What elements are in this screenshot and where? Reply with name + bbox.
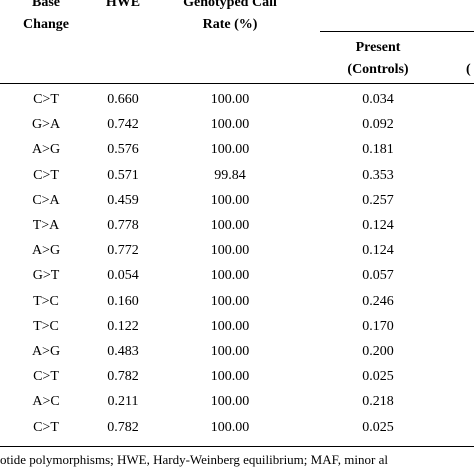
header-rate-line2: Rate (%) [202, 17, 258, 32]
header-base-change: Base Change [10, 0, 82, 36]
present-controls-cell: 0.092 [362, 117, 394, 133]
present-controls-cell: 0.246 [362, 293, 394, 309]
call-rate-cell: 100.00 [210, 142, 250, 158]
header-cut-off-column: ( [466, 62, 471, 77]
hwe-cell: 0.122 [107, 318, 139, 334]
call-rate-cell: 100.00 [210, 419, 250, 435]
table-row: C>A 0.459 100.00 0.257 [0, 188, 474, 213]
base-change-cell: C>T [33, 167, 59, 183]
base-change-cell: A>C [32, 394, 60, 410]
call-rate-cell: 100.00 [210, 268, 250, 284]
base-change-cell: A>G [31, 243, 61, 259]
hwe-cell: 0.576 [107, 142, 139, 158]
header-base-line1: Base [32, 0, 60, 10]
header-rate-line1: Genotyped Call [183, 0, 277, 10]
header-present-line1: Present [355, 40, 401, 55]
table-row: C>T 0.782 100.00 0.025 [0, 364, 474, 389]
hwe-cell: 0.459 [107, 192, 139, 208]
header-hwe-label: HWE [105, 0, 141, 10]
table-row: G>A 0.742 100.00 0.092 [0, 112, 474, 137]
present-controls-cell: 0.257 [362, 192, 394, 208]
hwe-cell: 0.211 [107, 394, 139, 410]
table-row: A>G 0.772 100.00 0.124 [0, 238, 474, 263]
present-controls-cell: 0.353 [362, 167, 394, 183]
header-base-line2: Change [23, 17, 69, 32]
table-row: C>T 0.660 100.00 0.034 [0, 87, 474, 112]
call-rate-cell: 99.84 [214, 167, 246, 183]
hwe-cell: 0.054 [107, 268, 139, 284]
present-controls-cell: 0.200 [362, 344, 394, 359]
hwe-cell: 0.660 [107, 92, 139, 107]
present-controls-cell: 0.124 [362, 243, 394, 259]
present-controls-cell: 0.025 [362, 369, 394, 385]
call-rate-cell: 100.00 [210, 92, 250, 107]
present-controls-cell: 0.034 [362, 92, 394, 107]
table-row: G>T 0.054 100.00 0.057 [0, 263, 474, 288]
table-row: A>G 0.576 100.00 0.181 [0, 137, 474, 162]
header-present-line2: (Controls) [347, 62, 409, 77]
table-row: T>C 0.122 100.00 0.170 [0, 314, 474, 339]
table-row: T>C 0.160 100.00 0.246 [0, 289, 474, 314]
base-change-cell: C>T [33, 92, 59, 107]
header-bottom-rule [0, 83, 474, 84]
base-change-cell: G>A [31, 117, 61, 133]
hwe-cell: 0.483 [107, 344, 139, 359]
hwe-cell: 0.160 [107, 293, 139, 309]
present-controls-cell: 0.124 [362, 218, 394, 233]
table-bottom-rule [0, 446, 474, 447]
header-call-rate: Genotyped Call Rate (%) [160, 0, 300, 36]
hwe-cell: 0.742 [107, 117, 139, 133]
group-header-rule [320, 31, 474, 32]
call-rate-cell: 100.00 [210, 117, 250, 133]
hwe-cell: 0.782 [107, 369, 139, 385]
call-rate-cell: 100.00 [210, 243, 250, 259]
present-controls-cell: 0.181 [362, 142, 394, 158]
call-rate-cell: 100.00 [210, 344, 250, 359]
table-row: T>A 0.778 100.00 0.124 [0, 213, 474, 238]
present-controls-cell: 0.218 [362, 394, 394, 410]
table-footnote: otide polymorphisms; HWE, Hardy-Weinberg… [0, 452, 388, 467]
base-change-cell: C>T [33, 369, 59, 385]
hwe-cell: 0.571 [107, 167, 139, 183]
table-row: A>C 0.211 100.00 0.218 [0, 389, 474, 414]
call-rate-cell: 100.00 [210, 293, 250, 309]
table-row: A>G 0.483 100.00 0.200 [0, 339, 474, 364]
table-row: C>T 0.782 100.00 0.025 [0, 415, 474, 440]
table-row: C>T 0.571 99.84 0.353 [0, 163, 474, 188]
base-change-cell: C>T [33, 419, 59, 435]
call-rate-cell: 100.00 [210, 369, 250, 385]
present-controls-cell: 0.170 [362, 318, 394, 334]
base-change-cell: A>G [31, 142, 61, 158]
base-change-cell: A>G [31, 344, 61, 359]
present-controls-cell: 0.025 [362, 419, 394, 435]
hwe-cell: 0.778 [107, 218, 139, 233]
call-rate-cell: 100.00 [210, 318, 250, 334]
header-present: Present (Controls) [316, 37, 440, 81]
base-change-cell: T>C [33, 293, 59, 309]
base-change-cell: T>A [32, 218, 60, 233]
call-rate-cell: 100.00 [210, 394, 250, 410]
hwe-cell: 0.782 [107, 419, 139, 435]
base-change-cell: G>T [32, 268, 60, 284]
present-controls-cell: 0.057 [362, 268, 394, 284]
base-change-cell: C>A [32, 192, 60, 208]
call-rate-cell: 100.00 [210, 218, 250, 233]
hwe-cell: 0.772 [107, 243, 139, 259]
call-rate-cell: 100.00 [210, 192, 250, 208]
header-hwe: HWE [88, 0, 158, 14]
base-change-cell: T>C [33, 318, 59, 334]
